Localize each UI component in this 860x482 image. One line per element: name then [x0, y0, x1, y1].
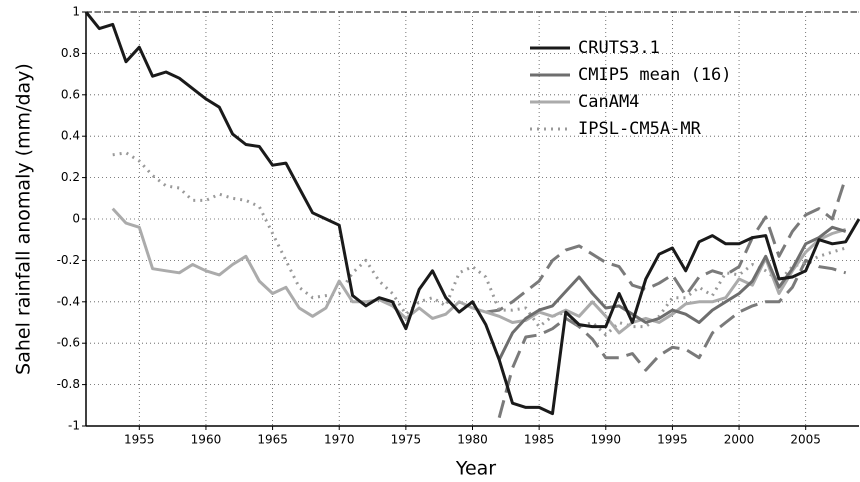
x-tick-label: 1980 [457, 433, 488, 447]
y-tick-label: -1 [68, 419, 80, 433]
legend-label: CMIP5 mean (16) [578, 65, 732, 85]
y-tick-label: 0 [72, 212, 80, 226]
y-tick-label: 0.2 [61, 170, 80, 184]
x-tick-label: 1990 [591, 433, 622, 447]
x-tick-label: 1960 [191, 433, 222, 447]
x-tick-label: 1965 [257, 433, 288, 447]
y-tick-label: -0.4 [57, 294, 80, 308]
x-tick-label: 2000 [724, 433, 755, 447]
y-tick-label: -0.2 [57, 253, 80, 267]
x-axis-title: Year [455, 458, 496, 480]
data-line [84, 11, 860, 416]
data-line [497, 258, 847, 419]
y-axis-title: Sahel rainfall anomaly (mm/day) [13, 63, 35, 375]
x-tick-label: 1975 [391, 433, 422, 447]
data-line [497, 225, 847, 361]
x-tick-label: 1995 [657, 433, 688, 447]
y-tick-label: 0.8 [61, 46, 80, 60]
x-tick-label: 2005 [790, 433, 821, 447]
y-tick-label: 1 [72, 5, 80, 19]
legend-label: CanAM4 [578, 92, 639, 112]
y-tick-label: 0.6 [61, 87, 80, 101]
data-line [111, 207, 847, 335]
legend-label: CRUTS3.1 [578, 38, 660, 58]
x-tick-label: 1955 [124, 433, 155, 447]
data-line [112, 151, 847, 337]
y-tick-label: -0.8 [57, 377, 80, 391]
x-tick-label: 1970 [324, 433, 355, 447]
y-tick-label: 0.4 [61, 129, 80, 143]
x-tick-label: 1985 [524, 433, 555, 447]
y-tick-label: -0.6 [57, 336, 80, 350]
data-line [485, 177, 848, 314]
legend-label: IPSL-CM5A-MR [578, 119, 702, 139]
